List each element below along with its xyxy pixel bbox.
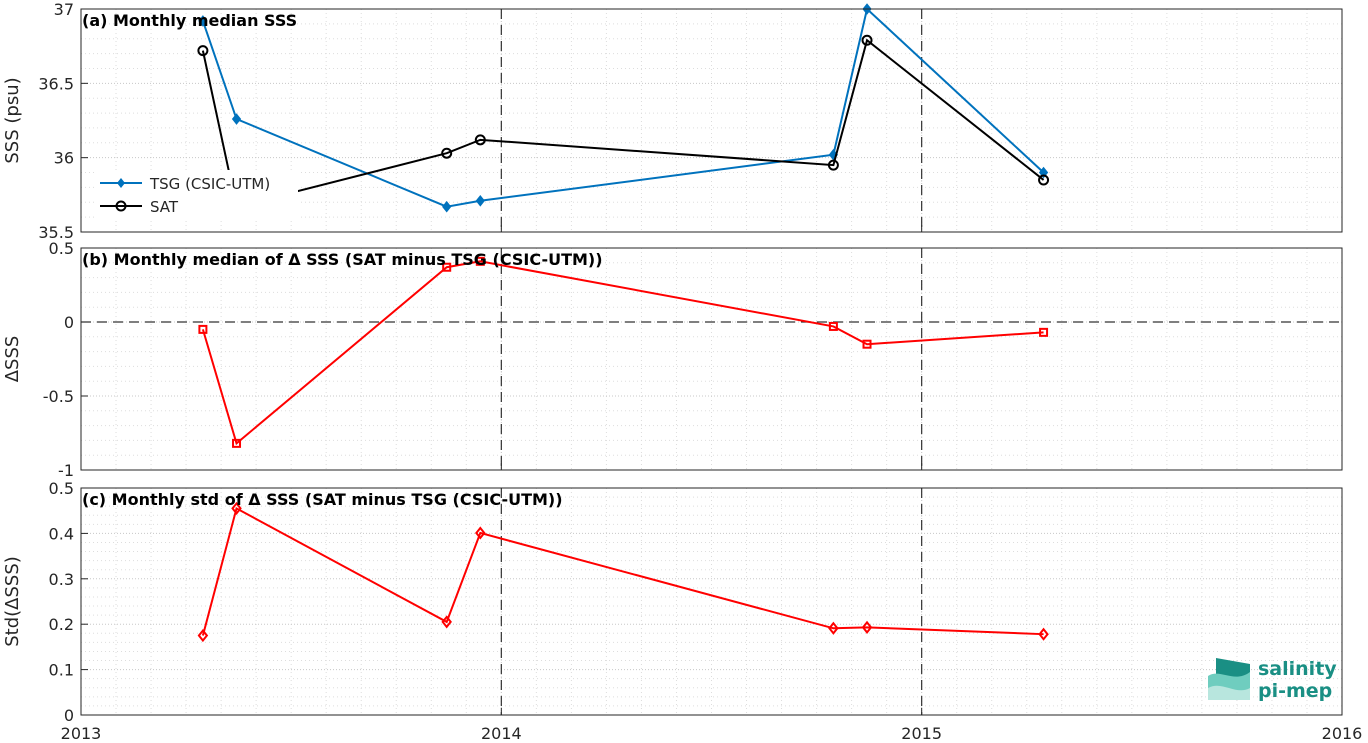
data-point (828, 621, 839, 635)
data-point (827, 159, 839, 171)
y-tick-label: 36.5 (38, 74, 74, 93)
y-tick-label: 35.5 (38, 223, 74, 242)
data-point (442, 262, 452, 272)
data-point (1038, 627, 1049, 641)
data-point (862, 339, 872, 349)
y-tick-label: 0.5 (49, 239, 74, 258)
y-axis-label: ΔSSS (2, 336, 23, 383)
x-axis: 2013 2014 2015 2016 (61, 724, 1363, 743)
y-axis-label: Std(ΔSSS) (2, 556, 23, 647)
data-point (441, 147, 453, 159)
logo: salinity pi-mep (1208, 658, 1337, 702)
legend-entry-tsg: TSG (CSIC-UTM) (149, 175, 270, 193)
logo-line2: pi-mep (1258, 680, 1332, 702)
data-point (474, 134, 486, 146)
logo-mark-icon (1208, 658, 1250, 700)
y-tick-label: 0 (64, 313, 74, 332)
x-tick-label: 2013 (61, 724, 102, 743)
series-line (201, 506, 1044, 636)
data-point (1039, 327, 1049, 337)
y-tick-label: -1 (58, 461, 74, 480)
data-point (475, 256, 485, 266)
panel-title: (b) Monthly median of Δ SSS (SAT minus T… (82, 250, 603, 269)
series-line (201, 260, 1044, 446)
y-tick-label: -0.5 (43, 387, 74, 406)
logo-line1: salinity (1258, 658, 1337, 680)
data-point (231, 113, 242, 125)
data-point (197, 45, 209, 57)
data-point (442, 200, 452, 213)
data-point (475, 194, 485, 207)
data-point (475, 526, 486, 540)
y-tick-label: 0.1 (49, 661, 74, 680)
legend: TSG (CSIC-UTM) SAT (94, 170, 298, 218)
plot-area (81, 488, 1342, 715)
plot-frame (80, 8, 1343, 233)
y-tick-label: 0.5 (49, 479, 74, 498)
plot-frame (80, 487, 1343, 716)
legend-box (94, 170, 298, 218)
legend-marker (115, 200, 127, 212)
data-point (198, 324, 208, 334)
y-tick-label: 0.2 (49, 615, 74, 634)
data-point (861, 34, 873, 46)
legend-entry-sat: SAT (150, 198, 179, 216)
data-point (231, 501, 242, 516)
y-tick-label: 0.3 (49, 570, 74, 589)
x-tick-label: 2015 (901, 724, 942, 743)
y-axis-label: SSS (psu) (2, 77, 23, 163)
x-tick-label: 2014 (481, 724, 522, 743)
y-tick-label: 0.4 (49, 524, 74, 543)
y-tick-label: 0 (64, 706, 74, 725)
panel-b: -1 -0.5 0 0.5 (b) Monthly median of Δ SSS (S… (2, 239, 1343, 480)
data-point (1038, 174, 1050, 186)
y-tick-label: 36 (54, 149, 74, 168)
plot-frame (80, 247, 1343, 471)
panel-title: (a) Monthly median SSS (82, 11, 297, 30)
data-point (441, 615, 452, 629)
data-point (232, 438, 242, 448)
data-point (198, 15, 208, 27)
data-point (861, 620, 873, 634)
x-tick-label: 2016 (1322, 724, 1363, 743)
panel-c: 0 0.1 0.2 0.3 0.4 0.5 (c) Monthly std of Δ SSS… (2, 479, 1343, 725)
panel-title: (c) Monthly std of Δ SSS (SAT minus TSG … (82, 490, 563, 509)
data-point (828, 321, 838, 331)
legend-marker (117, 178, 125, 188)
y-tick-label: 37 (54, 0, 74, 19)
data-point (197, 628, 209, 643)
